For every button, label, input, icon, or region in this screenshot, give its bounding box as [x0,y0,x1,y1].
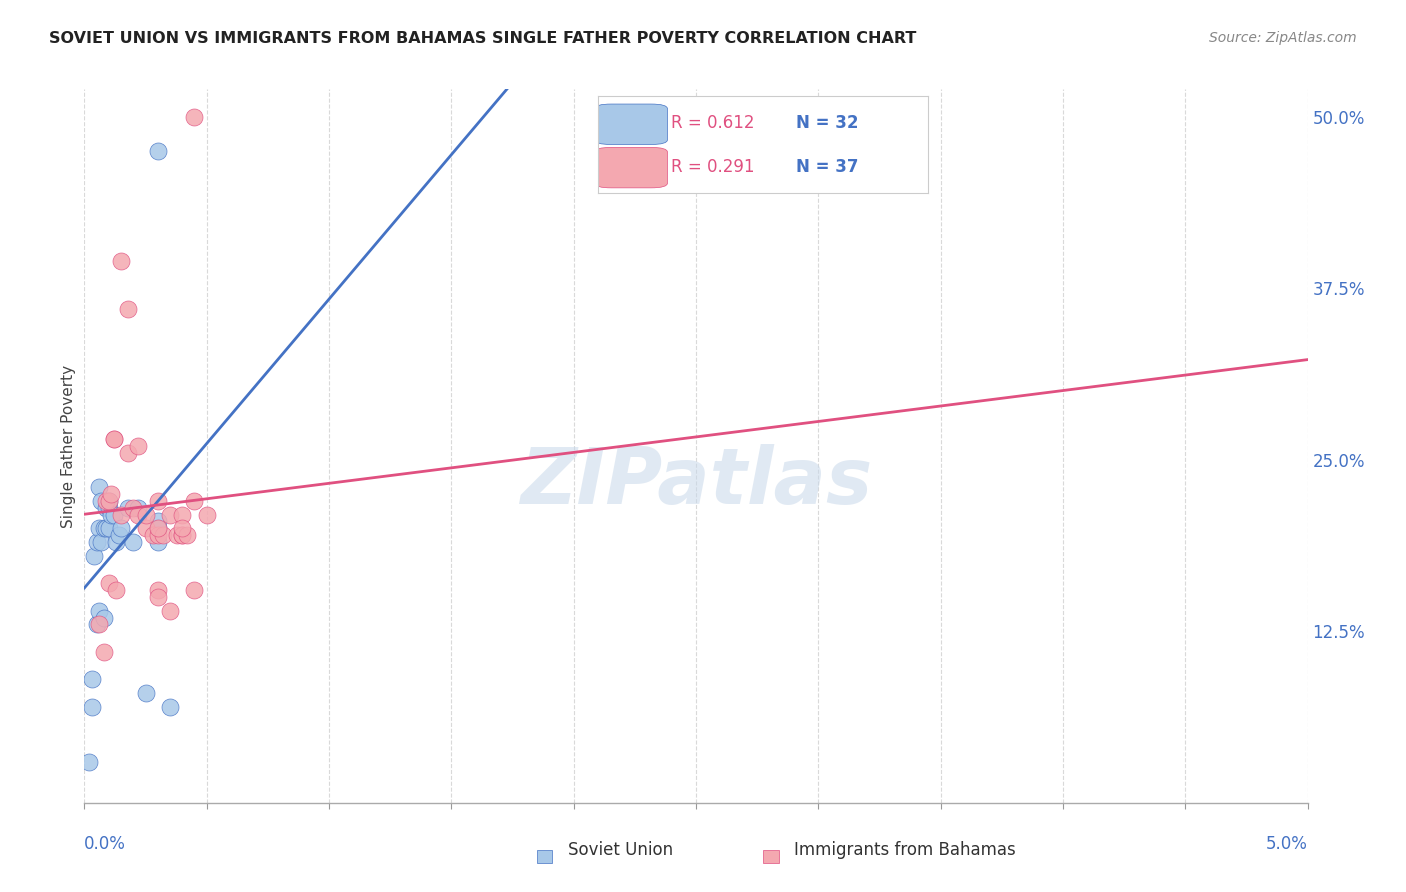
Point [183,583,205,598]
Point [97,494,120,508]
Text: 5.0%: 5.0% [1265,835,1308,853]
Point [127,508,149,522]
Point [172,521,194,535]
Point [146,583,169,598]
Point [146,494,169,508]
Point [183,110,205,124]
Text: SOVIET UNION VS IMMIGRANTS FROM BAHAMAS SINGLE FATHER POVERTY CORRELATION CHART: SOVIET UNION VS IMMIGRANTS FROM BAHAMAS … [49,31,917,46]
Point [110,508,132,522]
Point [103,432,125,446]
Point [135,508,157,522]
Point [146,521,169,535]
Point [100,508,122,522]
Point [97,500,120,515]
FancyBboxPatch shape [763,850,779,863]
Point [122,535,145,549]
Point [110,521,132,535]
Point [93,521,115,535]
Point [127,500,149,515]
Point [107,528,129,542]
Point [87,604,110,618]
Point [146,535,169,549]
Point [122,500,145,515]
Point [105,535,128,549]
Text: Soviet Union: Soviet Union [568,841,672,859]
Point [105,583,128,598]
FancyBboxPatch shape [537,850,553,863]
Text: Source: ZipAtlas.com: Source: ZipAtlas.com [1209,31,1357,45]
Point [117,446,139,460]
Point [152,528,174,542]
Point [159,699,181,714]
Point [93,645,115,659]
Point [87,480,110,494]
Point [146,521,169,535]
Point [146,515,169,529]
Point [117,500,139,515]
Text: 0.0%: 0.0% [84,835,127,853]
Point [96,521,118,535]
Point [146,590,169,604]
Point [103,432,125,446]
Point [117,301,139,316]
Point [97,494,120,508]
Point [83,549,105,563]
Point [90,494,112,508]
Point [87,521,110,535]
Point [135,521,157,535]
Point [80,673,103,687]
Point [100,487,122,501]
Point [172,508,194,522]
Point [176,528,198,542]
Point [86,535,108,549]
Point [80,699,103,714]
Point [172,528,194,542]
Point [86,617,108,632]
Point [77,755,100,769]
Point [142,528,165,542]
Point [183,494,205,508]
Point [90,535,112,549]
Point [172,528,194,542]
Text: ZIPatlas: ZIPatlas [520,443,872,520]
Point [135,686,157,700]
Y-axis label: Single Father Poverty: Single Father Poverty [60,365,76,527]
Point [96,494,118,508]
Point [110,253,132,268]
Point [159,604,181,618]
Point [166,528,188,542]
Point [96,500,118,515]
Point [146,144,169,158]
Point [146,528,169,542]
Point [195,508,218,522]
Point [159,508,181,522]
Point [87,617,110,632]
Point [103,508,125,522]
Point [97,576,120,591]
Point [97,521,120,535]
Point [93,610,115,624]
Point [127,439,149,453]
Text: Immigrants from Bahamas: Immigrants from Bahamas [794,841,1015,859]
